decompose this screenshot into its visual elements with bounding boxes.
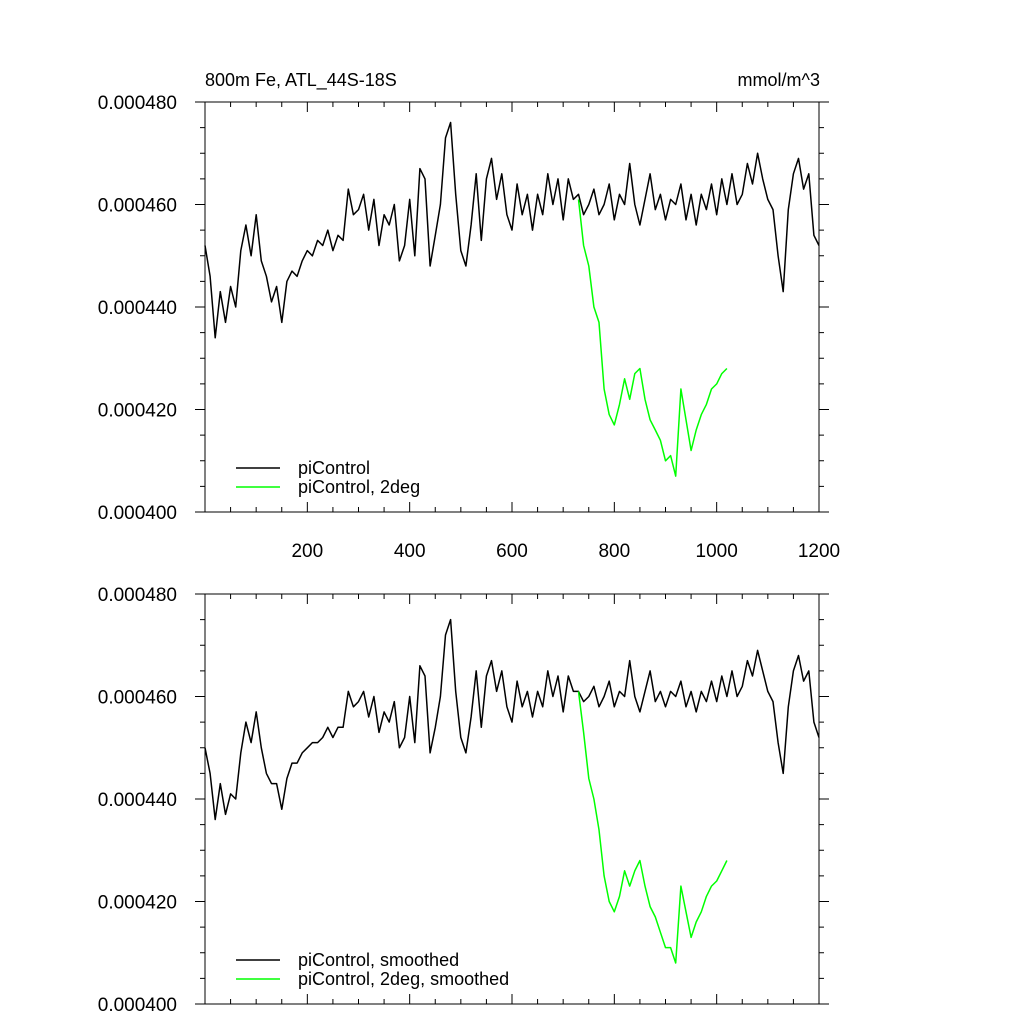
y-tick-label: 0.000460 <box>98 196 177 217</box>
y-tick-label: 0.000460 <box>98 688 177 709</box>
legend-label-1: piControl <box>298 458 370 478</box>
x-tick-label: 1000 <box>696 541 738 562</box>
plot-frame-top <box>204 101 820 513</box>
chart-title: 800m Fe, ATL_44S-18S <box>205 70 397 91</box>
bottom-ticks: 0.000400 0.000420 0.000440 0.000460 0.000480 <box>98 585 829 1016</box>
plot-frame-bottom <box>204 593 820 1005</box>
y-tick-label: 0.000480 <box>98 585 177 606</box>
y-tick-label: 0.000440 <box>98 790 177 811</box>
y-tick-label: 0.000480 <box>98 93 177 114</box>
x-tick-label: 600 <box>496 541 528 562</box>
bottom-marks <box>204 618 820 964</box>
x-tick-label: 400 <box>394 541 426 562</box>
legend-label-1: piControl, smoothed <box>298 950 459 970</box>
bottom-panel: 0.000400 0.000420 0.000440 0.000460 0.000480… <box>98 585 829 1016</box>
series-line-2 <box>577 691 728 964</box>
y-tick-label: 0.000400 <box>98 503 177 524</box>
series-line-1 <box>204 121 820 339</box>
y-tick-label: 0.000400 <box>98 995 177 1016</box>
top-ticks: 0.000400 0.000420 0.000440 0.000460 0.000480… <box>98 93 840 562</box>
top-marks <box>204 121 820 477</box>
y-tick-label: 0.000420 <box>98 401 177 422</box>
x-tick-label: 200 <box>291 541 323 562</box>
legend-label-2: piControl, 2deg <box>298 477 420 497</box>
series-line-2 <box>577 199 728 477</box>
x-tick-label: 800 <box>598 541 630 562</box>
y-tick-label: 0.000420 <box>98 893 177 914</box>
x-tick-label: 1200 <box>798 541 840 562</box>
top-panel: 800m Fe, ATL_44S-18S mmol/m^3 0.0004000.… <box>98 70 840 562</box>
legend-label-2: piControl, 2deg, smoothed <box>298 969 509 989</box>
y-tick-label: 0.000440 <box>98 298 177 319</box>
series-line-1 <box>204 618 820 821</box>
units-label: mmol/m^3 <box>738 70 820 90</box>
